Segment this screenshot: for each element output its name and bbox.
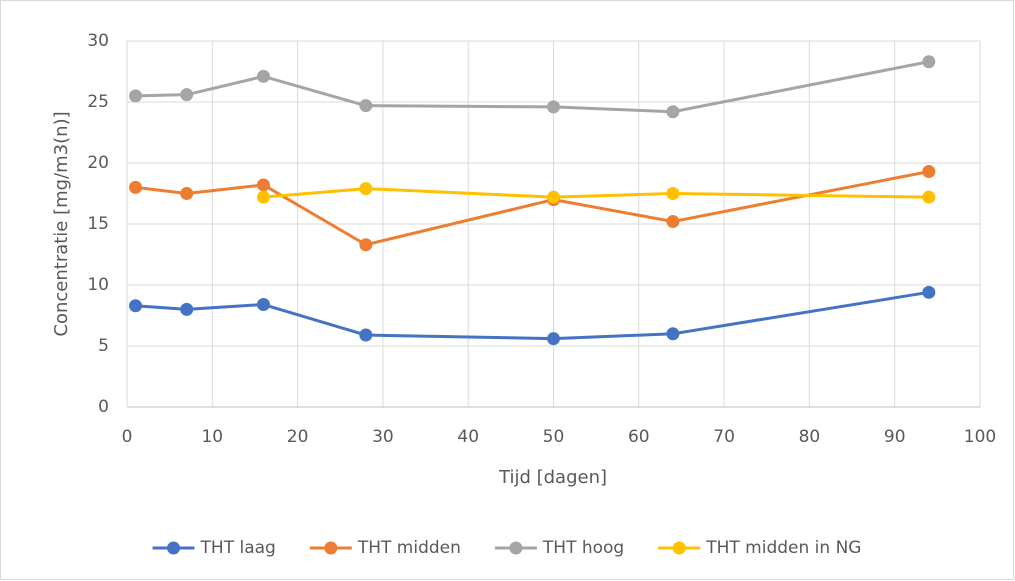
data-point bbox=[180, 88, 194, 102]
x-tick-label: 80 bbox=[799, 427, 821, 447]
data-point bbox=[180, 302, 194, 316]
data-point bbox=[129, 299, 143, 313]
x-tick-label: 60 bbox=[628, 427, 650, 447]
data-point bbox=[922, 285, 936, 299]
y-tick-label: 15 bbox=[87, 214, 109, 234]
data-point bbox=[129, 89, 143, 103]
data-point bbox=[666, 187, 680, 200]
x-tick-label: 0 bbox=[122, 427, 133, 447]
x-tick-label: 90 bbox=[884, 427, 906, 447]
legend-marker bbox=[672, 541, 686, 555]
data-point bbox=[256, 298, 270, 312]
data-point bbox=[666, 105, 680, 119]
y-tick-label: 10 bbox=[87, 275, 109, 295]
data-point bbox=[180, 187, 194, 200]
y-axis-label: Concentratie [mg/m3(n)] bbox=[51, 111, 72, 336]
data-point bbox=[666, 327, 680, 341]
data-point bbox=[547, 332, 560, 346]
y-tick-label: 0 bbox=[98, 397, 109, 417]
y-tick-label: 25 bbox=[87, 92, 109, 112]
x-tick-label: 50 bbox=[543, 427, 565, 447]
x-tick-label: 40 bbox=[457, 427, 479, 447]
legend-label: THT hoog bbox=[542, 538, 624, 558]
legend-label: THT laag bbox=[200, 538, 276, 558]
x-tick-label: 100 bbox=[964, 427, 996, 447]
x-axis-label: Tijd [dagen] bbox=[498, 467, 607, 488]
y-tick-label: 20 bbox=[87, 153, 109, 173]
y-tick-label: 5 bbox=[98, 336, 109, 356]
legend-marker bbox=[324, 541, 338, 555]
data-point bbox=[922, 55, 936, 69]
legend: THT laag THT midden THT hoog THT midden in … bbox=[152, 538, 861, 558]
x-tick-label: 10 bbox=[201, 427, 223, 447]
legend-label: THT midden bbox=[357, 538, 461, 558]
x-tick-label: 20 bbox=[287, 427, 309, 447]
x-tick-label: 30 bbox=[372, 427, 394, 447]
data-point bbox=[256, 178, 270, 192]
data-point bbox=[666, 215, 680, 229]
data-point bbox=[359, 238, 373, 252]
data-point bbox=[922, 190, 936, 204]
data-point bbox=[359, 99, 373, 113]
legend-label: THT midden in NG bbox=[705, 538, 861, 558]
data-point bbox=[547, 190, 560, 204]
y-tick-label: 30 bbox=[87, 31, 109, 51]
data-point bbox=[359, 182, 373, 196]
data-point bbox=[547, 100, 560, 114]
data-point bbox=[922, 165, 936, 179]
data-point bbox=[359, 328, 373, 342]
data-point bbox=[129, 180, 143, 194]
x-tick-label: 70 bbox=[713, 427, 735, 447]
legend-marker bbox=[167, 541, 181, 555]
data-point bbox=[256, 190, 270, 204]
data-point bbox=[256, 69, 270, 83]
legend-marker bbox=[509, 541, 523, 555]
